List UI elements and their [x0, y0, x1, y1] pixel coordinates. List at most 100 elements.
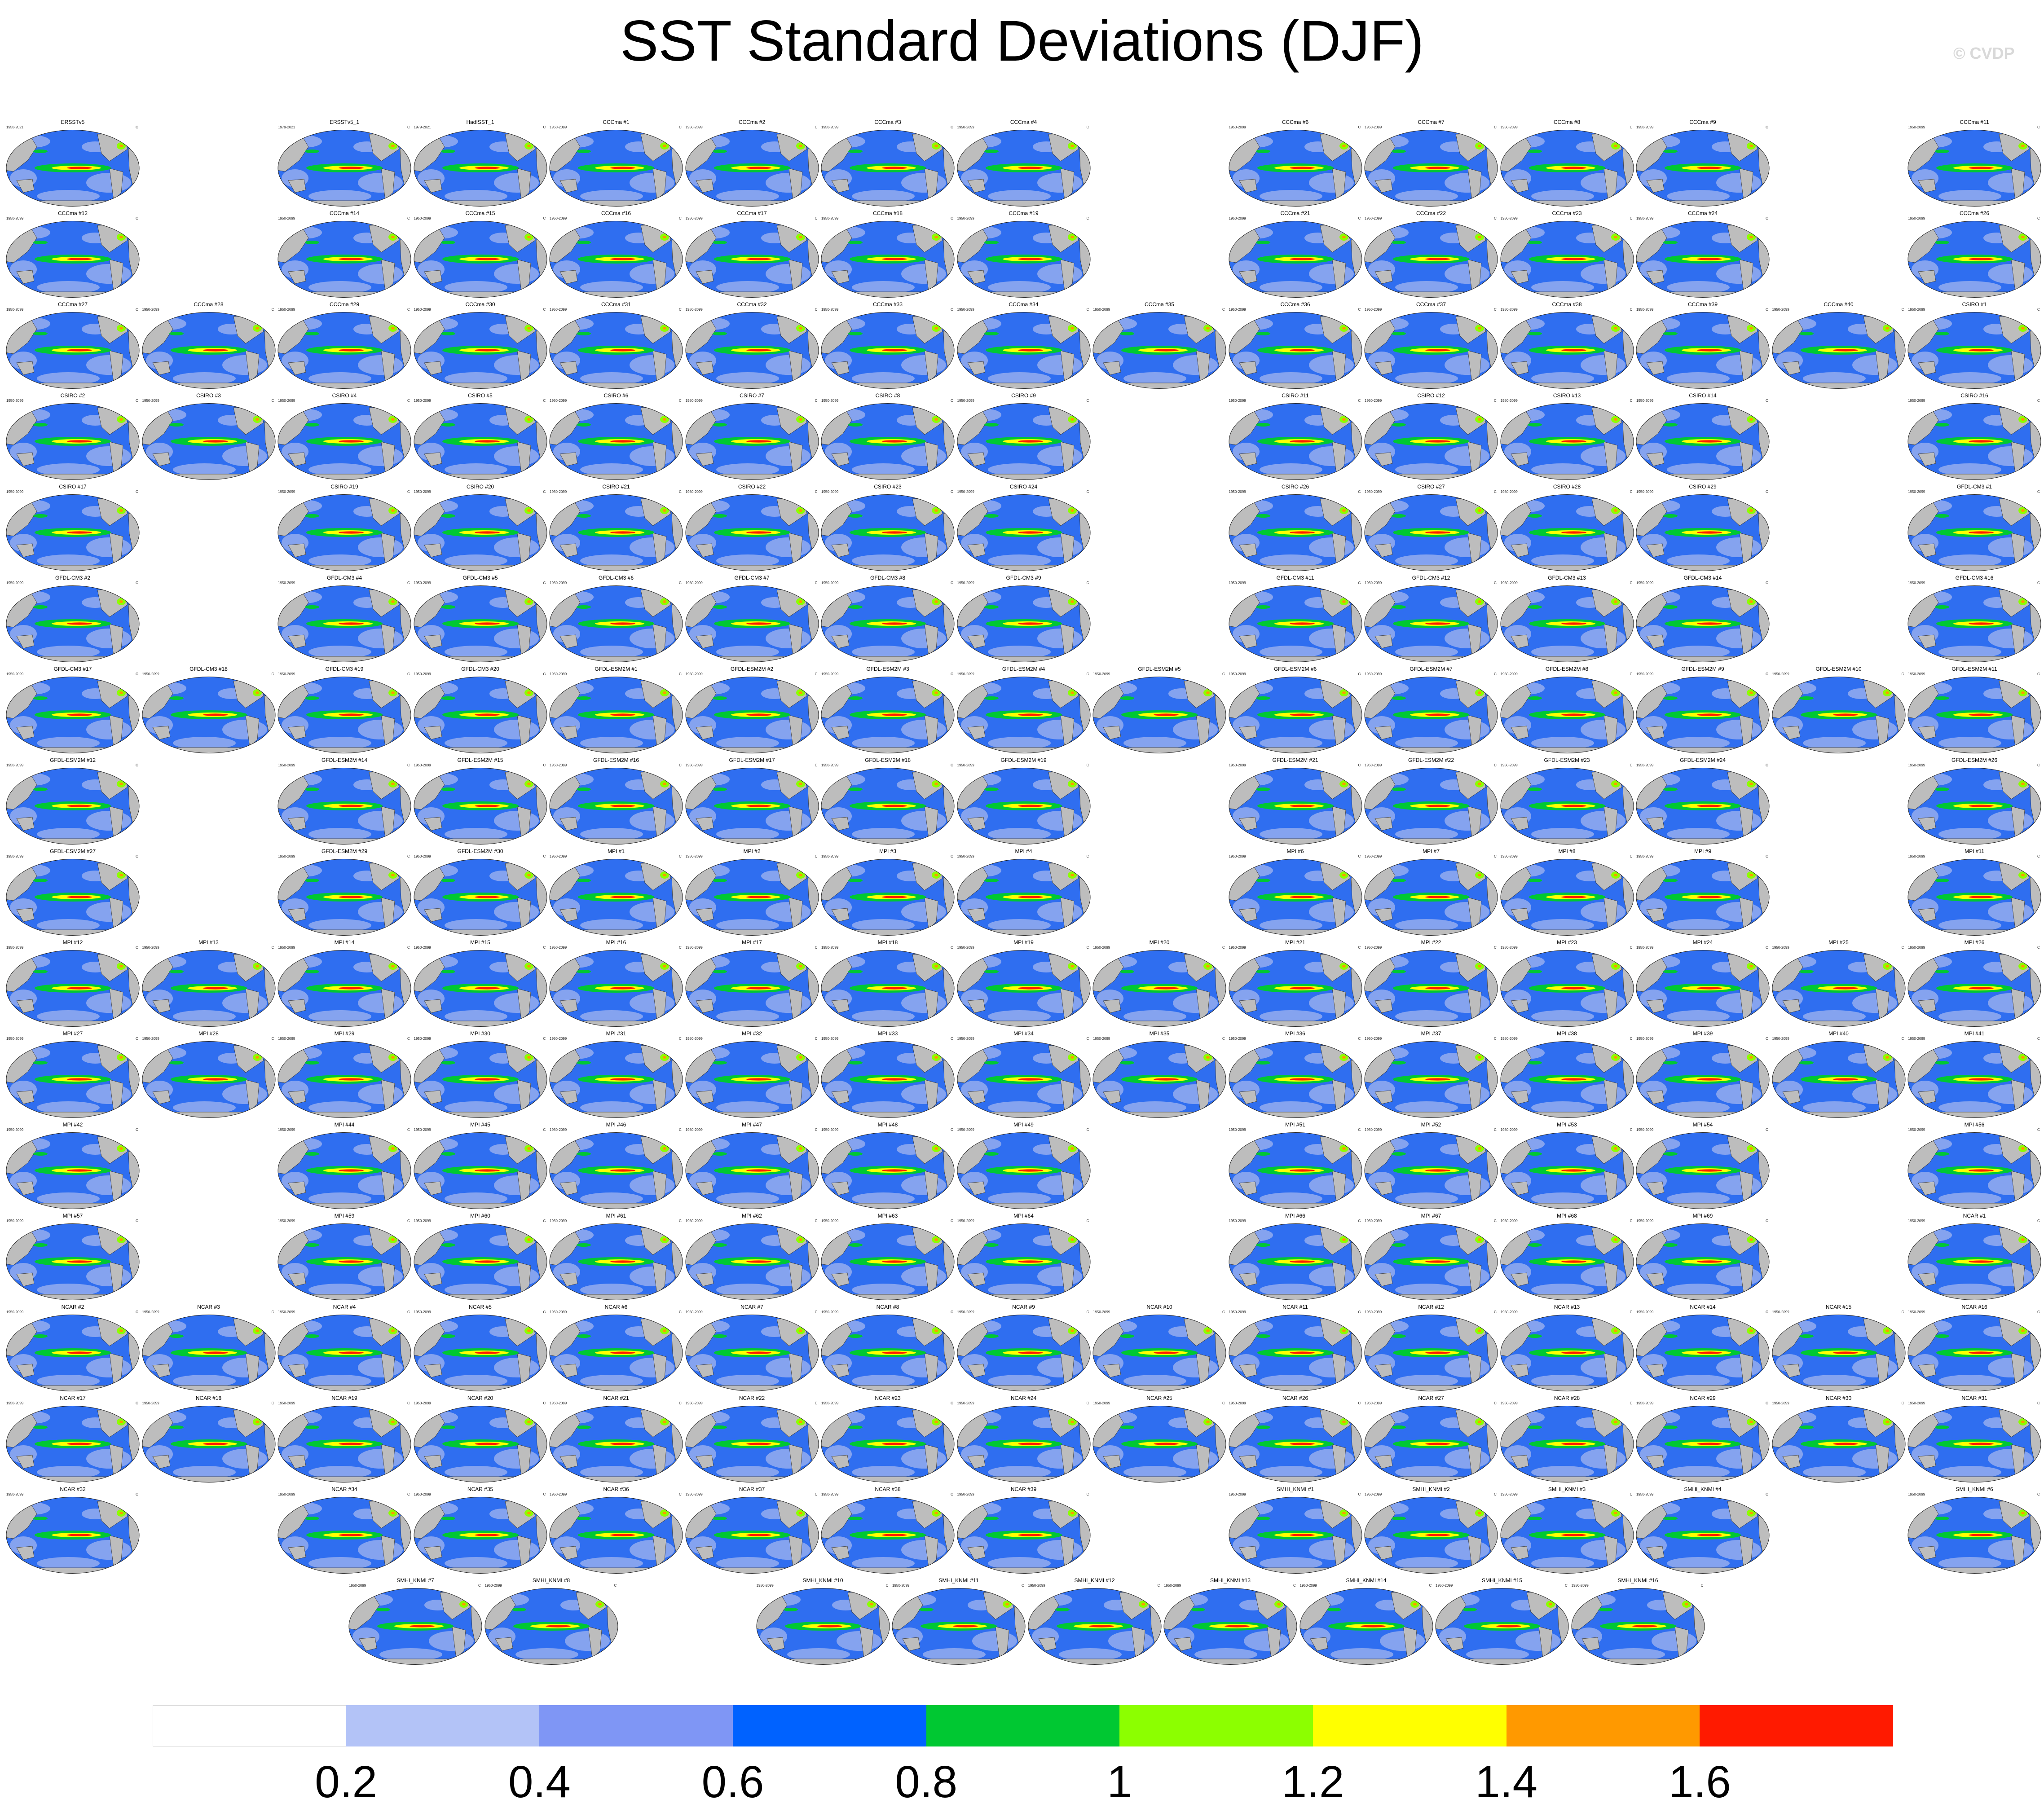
gulf-stream-core [2021, 327, 2025, 330]
enso-tongue-core [1425, 440, 1450, 443]
kuroshio-hotspot [984, 1334, 999, 1338]
sst-std-map [414, 403, 547, 480]
sst-std-map [1772, 312, 1905, 389]
enso-tongue-core [1969, 1078, 1994, 1081]
land-mass [967, 452, 985, 466]
sst-std-map [6, 494, 140, 571]
low-variance-region [1580, 629, 1626, 648]
gulf-stream-core [1342, 691, 1346, 694]
low-variance-region [1938, 190, 2001, 202]
low-variance-region [86, 1175, 131, 1195]
map-panel: NCAR #25 1950-2099 C [1092, 1395, 1227, 1485]
enso-tongue-core [1833, 349, 1858, 352]
enso-tongue-core [610, 258, 635, 260]
low-variance-region [901, 1540, 946, 1560]
low-variance-region [630, 720, 674, 739]
low-variance-region [852, 372, 915, 385]
panel-title: MPI #29 [334, 1030, 355, 1037]
panel-title: NCAR #39 [1010, 1486, 1037, 1492]
map-panel: MPI #8 1950-2099 C [1500, 848, 1634, 938]
gulf-stream-core [2021, 145, 2025, 147]
sst-std-map [414, 1497, 547, 1574]
sst-std-map [1907, 403, 2041, 480]
sst-std-map [1229, 859, 1362, 936]
kuroshio-hotspot [1935, 150, 1949, 153]
sst-std-map [1772, 1406, 1905, 1482]
sst-std-map [549, 494, 683, 571]
sst-std-map [278, 1315, 411, 1391]
map-panel: SMHI_KNMI #2 1950-2099 C [1364, 1486, 1498, 1576]
low-variance-region [1395, 372, 1458, 385]
panel-title: MPI #22 [1421, 939, 1441, 946]
kuroshio-hotspot [848, 1061, 863, 1065]
map-panel: CSIRO #16 1950-2099 C [1907, 392, 2042, 482]
sst-std-map [414, 859, 547, 936]
panel-title: GFDL-ESM2M #14 [321, 757, 368, 763]
land-mass [1510, 361, 1529, 375]
kuroshio-hotspot [441, 1152, 455, 1156]
map-panel: GFDL-CM3 #12 1950-2099 C [1364, 575, 1498, 664]
enso-tongue-core [610, 1169, 635, 1172]
panel-title: MPI #11 [1965, 848, 1984, 854]
panel-title: MPI #32 [742, 1030, 762, 1037]
map-outline [821, 221, 955, 298]
gulf-stream-core [1342, 145, 1346, 147]
kuroshio-hotspot [712, 332, 727, 335]
panel-title: GFDL-ESM2M #1 [595, 666, 638, 672]
map-panel: CCCma #16 1950-2099 C [549, 210, 683, 300]
map-outline [549, 494, 683, 571]
sst-std-map [414, 221, 547, 298]
map-panel: NCAR #12 1950-2099 C [1364, 1304, 1498, 1394]
sst-std-map [6, 585, 140, 662]
low-variance-region [1716, 264, 1761, 284]
panel-year-range: 1950-2099 [957, 308, 974, 312]
enso-tongue-core [1289, 1534, 1315, 1536]
panel-year-range: 1950-2099 [821, 308, 839, 312]
gulf-stream-core [1478, 509, 1481, 512]
map-panel: CSIRO #26 1950-2099 C [1228, 484, 1363, 573]
gulf-stream-core [119, 1238, 123, 1241]
enso-tongue-core [339, 622, 364, 625]
panel-title: CCCma #12 [57, 210, 88, 216]
panel-units: C [1358, 490, 1361, 494]
kuroshio-hotspot [984, 605, 999, 609]
low-variance-region [1445, 1084, 1489, 1104]
enso-tongue-core [1154, 349, 1179, 352]
panel-title: MPI #13 [198, 939, 219, 946]
panel-title: NCAR #9 [1012, 1304, 1035, 1310]
panel-title: CCCma #8 [1553, 119, 1581, 125]
enso-tongue-core [882, 1534, 907, 1536]
panel-year-range: 1950-2099 [1365, 216, 1382, 220]
map-panel: MPI #9 1950-2099 C [1635, 848, 1770, 938]
panel-year-range: 1950-2099 [957, 216, 974, 220]
kuroshio-hotspot [1255, 605, 1270, 609]
kuroshio-hotspot [848, 1517, 863, 1520]
land-mass [1646, 452, 1665, 466]
kuroshio-hotspot [1799, 696, 1814, 700]
map-panel: CSIRO #28 1950-2099 C [1500, 484, 1634, 573]
low-variance-region [1037, 1540, 1082, 1560]
gulf-stream-core [2021, 965, 2025, 968]
gulf-stream-core [1206, 1056, 1210, 1059]
low-variance-region [987, 463, 1051, 476]
gulf-stream-core [1749, 327, 1753, 330]
enso-tongue-core [474, 167, 500, 169]
panel-title: GFDL-CM3 #9 [1006, 575, 1041, 581]
gulf-stream-core [1613, 1147, 1617, 1150]
sst-std-map [957, 677, 1090, 753]
sst-std-map [1364, 950, 1498, 1027]
kuroshio-hotspot [1935, 970, 1949, 973]
kuroshio-hotspot [1663, 696, 1678, 700]
sst-std-map [1229, 403, 1362, 480]
map-outline [6, 130, 140, 207]
gulf-stream-core [934, 1147, 938, 1150]
map-panel: MPI #69 1950-2099 C [1635, 1213, 1770, 1302]
gulf-stream-core [1478, 691, 1481, 694]
low-variance-region [86, 902, 131, 922]
panel-title: GFDL-ESM2M #22 [1408, 757, 1454, 763]
sst-std-map [1229, 1041, 1362, 1118]
enso-tongue-core [882, 167, 907, 169]
kuroshio-hotspot [1527, 970, 1542, 973]
sst-std-map [549, 859, 683, 936]
low-variance-region [1445, 537, 1489, 557]
